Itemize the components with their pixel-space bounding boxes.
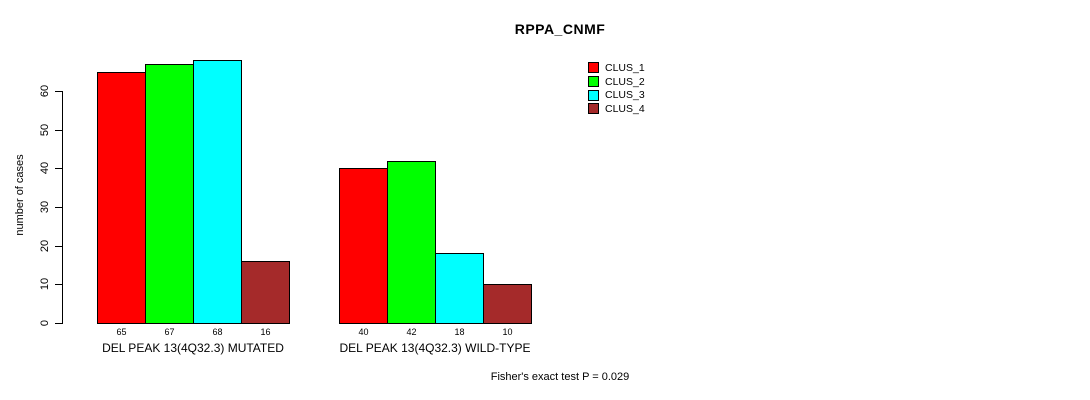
y-axis-tick	[55, 168, 62, 169]
bar-value-label: 16	[260, 327, 271, 337]
y-axis-tick	[55, 284, 62, 285]
bar-clus_4-group2	[483, 284, 532, 324]
bar-value-label: 10	[502, 327, 513, 337]
y-axis-tick	[55, 130, 62, 131]
bar-clus_4-group1	[241, 261, 290, 324]
legend: CLUS_1 CLUS_2 CLUS_3 CLUS_4	[588, 61, 645, 116]
bar-value-label: 18	[454, 327, 465, 337]
y-axis-tick-label-text: 50	[39, 123, 51, 137]
y-axis-tick	[55, 207, 62, 208]
y-axis-line	[62, 91, 63, 324]
bar-clus_3-group1	[193, 60, 242, 324]
y-axis-tick-label-text: 20	[39, 239, 51, 253]
bar-value-label: 65	[116, 327, 127, 337]
bar-clus_2-group2	[387, 160, 436, 324]
y-axis-tick	[55, 246, 62, 247]
legend-swatch-clus_1	[588, 62, 599, 74]
annotation-text: Fisher's exact test P = 0.029	[490, 371, 630, 383]
category-label-group1: DEL PEAK 13(4Q32.3) MUTATED	[102, 341, 284, 355]
y-axis-tick	[55, 323, 62, 324]
legend-item-clus_2: CLUS_2	[588, 75, 645, 89]
y-axis-tick-label-text: 0	[39, 319, 51, 327]
legend-label: CLUS_3	[605, 89, 645, 102]
legend-item-clus_3: CLUS_3	[588, 88, 645, 102]
legend-swatch-clus_2	[588, 76, 599, 88]
bar-value-label: 40	[358, 327, 369, 337]
legend-item-clus_1: CLUS_1	[588, 61, 645, 75]
y-axis-tick-label-text: 10	[39, 277, 51, 291]
bar-value-label: 68	[212, 327, 223, 337]
y-axis-tick-label-text: 40	[39, 161, 51, 175]
legend-label: CLUS_1	[605, 61, 645, 74]
y-axis-tick	[55, 91, 62, 92]
legend-swatch-clus_4	[588, 103, 599, 115]
bar-clus_2-group1	[145, 63, 194, 324]
bar-clus_1-group1	[97, 71, 146, 324]
bar-value-label: 42	[406, 327, 417, 337]
legend-label: CLUS_2	[605, 75, 645, 88]
y-axis-tick-label-text: 60	[39, 84, 51, 98]
y-axis-title-text: number of cases	[14, 154, 26, 236]
bar-value-label: 67	[164, 327, 175, 337]
legend-swatch-clus_3	[588, 89, 599, 101]
chart-title: RPPA_CNMF	[514, 21, 606, 37]
bar-clus_3-group2	[435, 253, 484, 324]
y-axis-tick-label-text: 30	[39, 200, 51, 214]
legend-item-clus_4: CLUS_4	[588, 102, 645, 116]
bar-clus_1-group2	[339, 168, 388, 324]
legend-label: CLUS_4	[605, 102, 645, 115]
category-label-group2: DEL PEAK 13(4Q32.3) WILD-TYPE	[339, 341, 531, 355]
